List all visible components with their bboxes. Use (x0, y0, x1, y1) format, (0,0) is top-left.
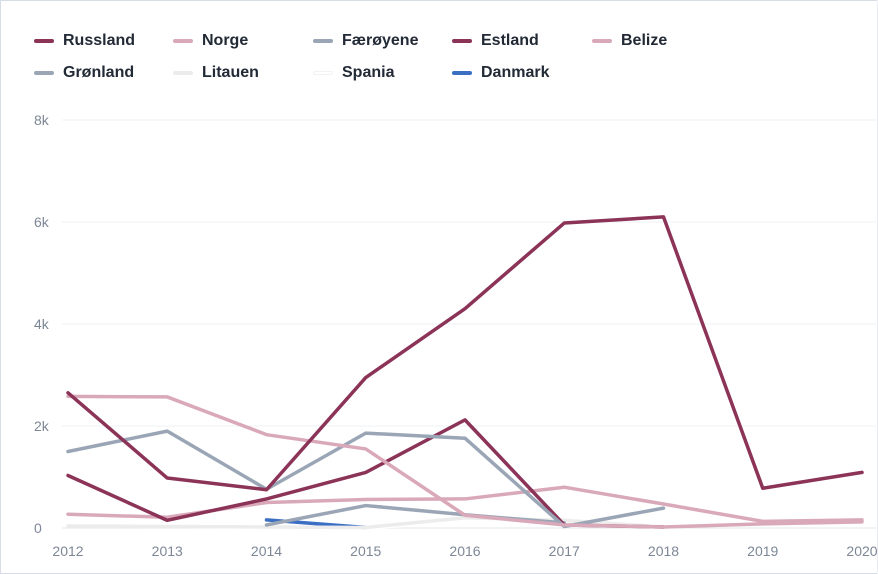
y-axis-ticks: 0 2k 4k 6k 8k (34, 112, 50, 536)
legend-item-faeroyene[interactable]: Færøyene (313, 30, 418, 52)
x-tick-label: 2018 (648, 543, 679, 559)
legend-item-gronland[interactable]: Grønland (34, 62, 134, 84)
legend-label-litauen: Litauen (202, 64, 259, 81)
legend-item-danmark[interactable]: Danmark (452, 62, 549, 84)
legend-label-norge: Norge (202, 32, 249, 49)
x-tick-label: 2014 (251, 543, 282, 559)
legend-label-danmark: Danmark (481, 64, 550, 81)
y-tick-label: 0 (34, 520, 42, 536)
series-line-færøyene[interactable] (66, 429, 666, 529)
legend: Russland Norge Færøyene Estland Belize G… (0, 0, 876, 100)
legend-item-norge[interactable]: Norge (173, 30, 248, 52)
legend-swatch-danmark (452, 71, 472, 75)
legend-label-belize: Belize (621, 32, 668, 49)
legend-item-estland[interactable]: Estland (452, 30, 539, 52)
legend-swatch-gronland (34, 71, 54, 75)
x-tick-label: 2012 (52, 543, 83, 559)
legend-item-belize[interactable]: Belize (592, 30, 667, 52)
legend-label-gronland: Grønland (63, 64, 135, 81)
legend-label-estland: Estland (481, 32, 539, 49)
legend-swatch-estland (452, 39, 472, 43)
x-tick-label: 2020 (846, 543, 877, 559)
legend-label-russland: Russland (63, 32, 136, 49)
legend-swatch-faeroyene (313, 39, 333, 43)
x-tick-label: 2016 (449, 543, 480, 559)
series-line-estland[interactable] (66, 418, 666, 529)
legend-item-spania[interactable]: Spania (313, 62, 394, 84)
y-tick-label: 6k (34, 214, 50, 230)
series-lines (66, 215, 864, 530)
legend-swatch-litauen (173, 71, 193, 75)
y-tick-label: 4k (34, 316, 50, 332)
series-line-litauen[interactable] (66, 516, 666, 530)
y-tick-label: 2k (34, 418, 50, 434)
x-axis-ticks: 2012 2013 2014 2015 2016 2017 2018 2019 2020 (52, 543, 877, 559)
series-line-russland[interactable] (66, 215, 864, 492)
legend-item-russland[interactable]: Russland (34, 30, 135, 52)
x-tick-label: 2015 (350, 543, 381, 559)
legend-swatch-spania (313, 71, 333, 75)
gridlines (62, 119, 876, 529)
legend-label-spania: Spania (342, 64, 395, 81)
legend-swatch-belize (592, 39, 612, 43)
legend-item-litauen[interactable]: Litauen (173, 62, 259, 84)
y-tick-label: 8k (34, 112, 50, 128)
legend-swatch-norge (173, 39, 193, 43)
x-tick-label: 2013 (152, 543, 183, 559)
series-line-norge[interactable] (66, 394, 864, 529)
x-tick-label: 2019 (747, 543, 778, 559)
legend-swatch-russland (34, 39, 54, 43)
x-tick-label: 2017 (549, 543, 580, 559)
legend-label-faeroyene: Færøyene (342, 32, 419, 49)
